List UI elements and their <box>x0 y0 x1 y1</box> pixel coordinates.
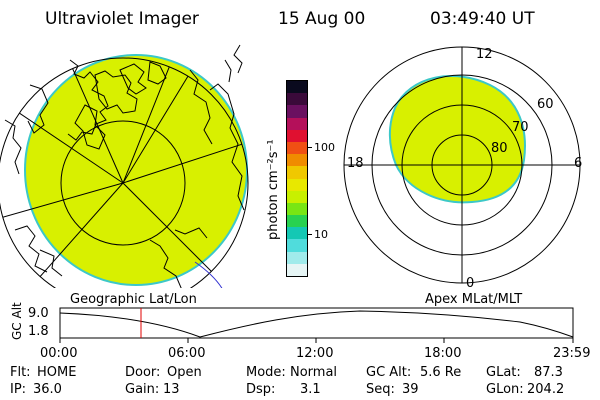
colorbar-segment <box>287 105 307 118</box>
colorbar <box>286 80 308 277</box>
time-label: 03:49:40 UT <box>430 9 535 29</box>
seq-label: Seq: <box>366 382 395 397</box>
meridian-line <box>0 182 124 219</box>
door-value: Open <box>167 365 202 380</box>
lat-label-60: 60 <box>537 97 554 112</box>
colorbar-segment <box>287 129 307 142</box>
dsp-value: 3.1 <box>300 382 321 397</box>
lat-label-70: 70 <box>512 120 529 135</box>
colorbar-tick <box>307 234 312 235</box>
colorbar-segment <box>287 154 307 167</box>
altitude-xtick: 12:00 <box>296 346 334 361</box>
colorbar-tick-label: 10 <box>314 228 328 241</box>
glon-label: GLon: <box>486 382 524 397</box>
mlt-label-12: 12 <box>476 47 493 62</box>
terminator-line <box>194 261 223 288</box>
colorbar-segment <box>287 227 307 240</box>
colorbar-segment <box>287 117 307 130</box>
colorbar-tick-label: 100 <box>314 141 335 154</box>
mode-value: Normal <box>290 365 338 380</box>
gain-value: 13 <box>163 382 180 397</box>
altitude-xtick: 18:00 <box>424 346 462 361</box>
right-dial-label: Apex MLat/MLT <box>425 292 523 307</box>
lat-circle-inner <box>60 120 186 246</box>
meridian-line <box>29 182 124 288</box>
date-label: 15 Aug 00 <box>278 9 366 29</box>
colorbar-segment <box>287 239 307 252</box>
ip-value: 36.0 <box>33 382 62 397</box>
colorbar-tick <box>307 147 312 148</box>
altitude-ytick-top: 9.0 <box>28 306 49 321</box>
flt-value: HOME <box>37 365 77 380</box>
gc-alt-value: 5.6 Re <box>420 365 462 380</box>
colorbar-segment <box>287 215 307 228</box>
mlt-label-18: 18 <box>347 156 364 171</box>
seq-value: 39 <box>402 382 419 397</box>
altitude-ytick-bottom: 1.8 <box>28 324 49 339</box>
globe-outline <box>0 57 249 288</box>
glat-label: GLat: <box>486 365 521 380</box>
flt-label: Flt: <box>10 365 31 380</box>
altitude-xtick: 23:59 <box>553 346 591 361</box>
mlt-label-0: 0 <box>466 276 475 291</box>
mlt-label-6: 6 <box>574 156 583 171</box>
colorbar-segment <box>287 178 307 191</box>
left-map-label: Geographic Lat/Lon <box>70 292 197 307</box>
colorbar-segment <box>287 263 307 276</box>
lat-label-80: 80 <box>491 141 508 156</box>
gc-alt-label: GC Alt: <box>366 365 412 380</box>
app-title: Ultraviolet Imager <box>45 9 199 29</box>
altitude-curve <box>59 310 574 338</box>
gain-label: Gain: <box>125 382 160 397</box>
colorbar-segment <box>287 93 307 106</box>
meridian-line <box>122 139 248 184</box>
glon-value: 204.2 <box>527 382 565 397</box>
mode-label: Mode: <box>246 365 286 380</box>
colorbar-segment <box>287 166 307 179</box>
ip-label: IP: <box>10 382 27 397</box>
colorbar-segment <box>287 81 307 94</box>
altitude-xtick: 06:00 <box>168 346 206 361</box>
altitude-ylabel: GC Alt <box>10 302 24 340</box>
door-label: Door: <box>125 365 161 380</box>
glat-value: 87.3 <box>534 365 563 380</box>
dsp-label: Dsp: <box>246 382 276 397</box>
colorbar-segment <box>287 202 307 216</box>
meridian-line <box>0 99 124 184</box>
colorbar-segment <box>287 251 307 264</box>
coastlines <box>4 44 245 288</box>
colorbar-segment <box>287 190 307 203</box>
altitude-xtick: 00:00 <box>40 346 78 361</box>
colorbar-segment <box>287 141 307 155</box>
